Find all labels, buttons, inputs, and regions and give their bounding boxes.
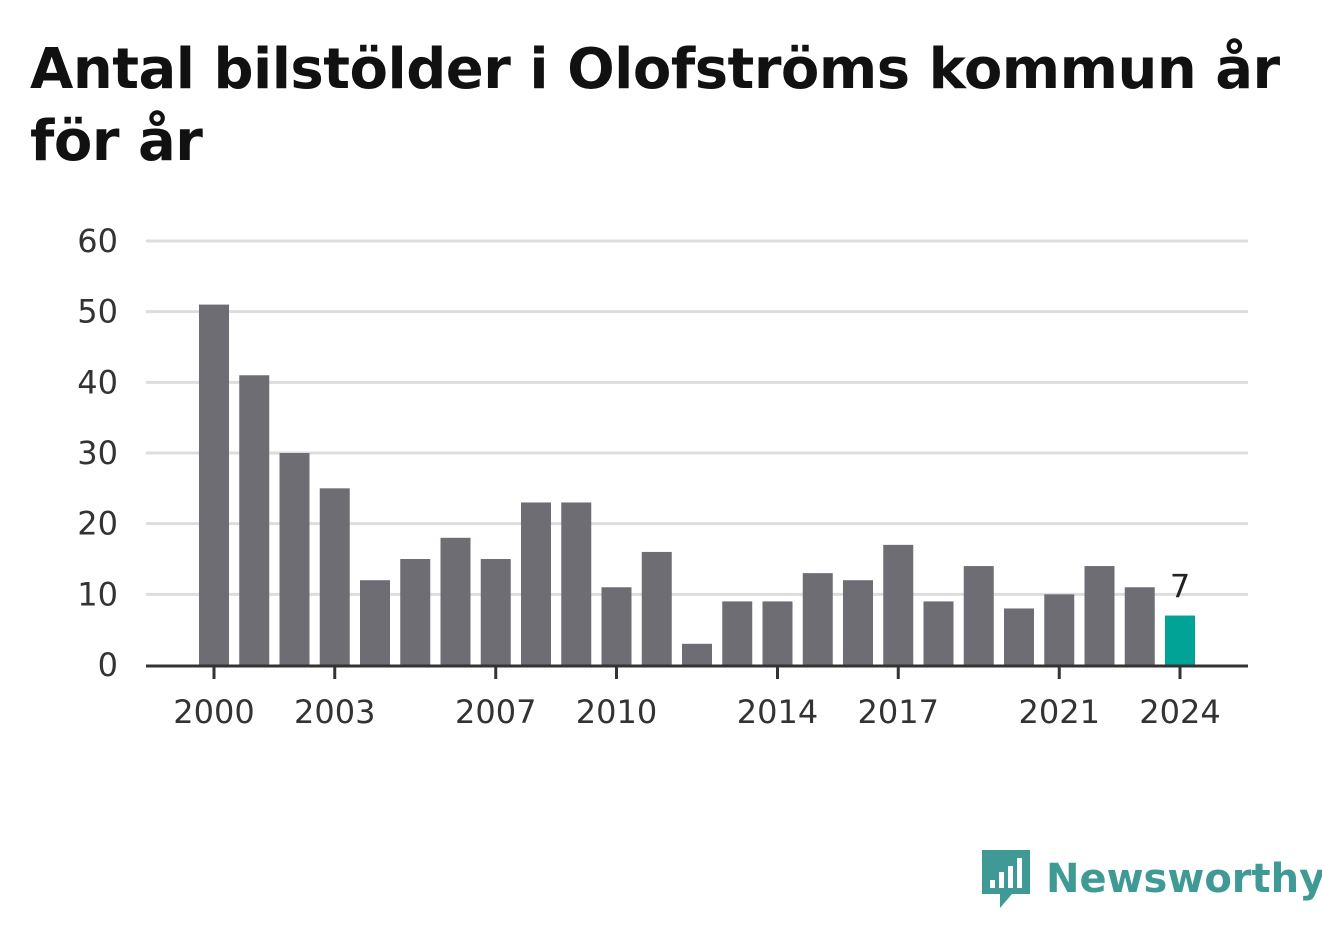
bar-2005 [400, 559, 431, 665]
bar-2015 [802, 573, 833, 665]
bar-2012 [682, 643, 712, 665]
y-tick-label-40: 40 [77, 363, 118, 401]
x-tick-label-2010: 2010 [576, 693, 657, 731]
bars [199, 304, 1195, 665]
bar-2004 [360, 580, 390, 665]
bar-2003 [319, 488, 350, 665]
bar-2022 [1084, 566, 1115, 665]
brand-name: Newsworthy [1046, 856, 1322, 902]
bar-2002 [279, 453, 310, 665]
x-axis-labels: 2000 2003 2007 2010 2014 2017 2021 2024 [173, 693, 1220, 731]
bar-2018 [923, 601, 954, 665]
x-tick-label-2021: 2021 [1019, 693, 1100, 731]
bar-2019 [963, 566, 994, 665]
x-tick-label-2003: 2003 [294, 693, 375, 731]
x-tick-label-2014: 2014 [737, 693, 818, 731]
y-tick-label-20: 20 [77, 505, 118, 543]
bar-2011 [641, 551, 672, 665]
bar-2023 [1124, 587, 1155, 665]
x-tick-label-2000: 2000 [173, 693, 254, 731]
bar-2009 [561, 502, 592, 665]
grid-lines [146, 239, 1248, 596]
bar-2013 [722, 601, 753, 665]
bar-2010 [601, 587, 632, 665]
bar-2021 [1044, 594, 1075, 665]
bar-2017 [883, 544, 914, 665]
bar-2016 [843, 580, 873, 665]
y-tick-label-50: 50 [77, 293, 118, 331]
y-tick-label-0: 0 [98, 646, 118, 684]
bar-2020 [1004, 608, 1034, 665]
bar-2007 [480, 559, 511, 665]
y-tick-label-30: 30 [77, 434, 118, 472]
value-labels: 7 [1170, 568, 1190, 606]
value-label-2024: 7 [1170, 568, 1190, 606]
y-tick-label-60: 60 [77, 222, 118, 260]
y-axis-labels: 0 10 20 30 40 50 60 [77, 222, 118, 684]
bar-2024 [1165, 615, 1195, 665]
x-tick-label-2017: 2017 [858, 693, 939, 731]
y-tick-label-10: 10 [77, 575, 118, 613]
newsworthy-logo: Newsworthy [980, 846, 1322, 912]
bar-2008 [521, 502, 551, 665]
bar-chart-speech-bubble-icon [982, 850, 1030, 908]
bar-2006 [440, 537, 471, 665]
x-tick-label-2024: 2024 [1139, 693, 1220, 731]
chart-title: Antal bilstölder i Olofströms kommun år … [30, 37, 1280, 174]
bar-2001 [239, 375, 270, 665]
bar-2014 [762, 601, 793, 665]
x-axis [146, 664, 1248, 679]
x-tick-label-2007: 2007 [455, 693, 536, 731]
bar-2000 [199, 304, 229, 665]
